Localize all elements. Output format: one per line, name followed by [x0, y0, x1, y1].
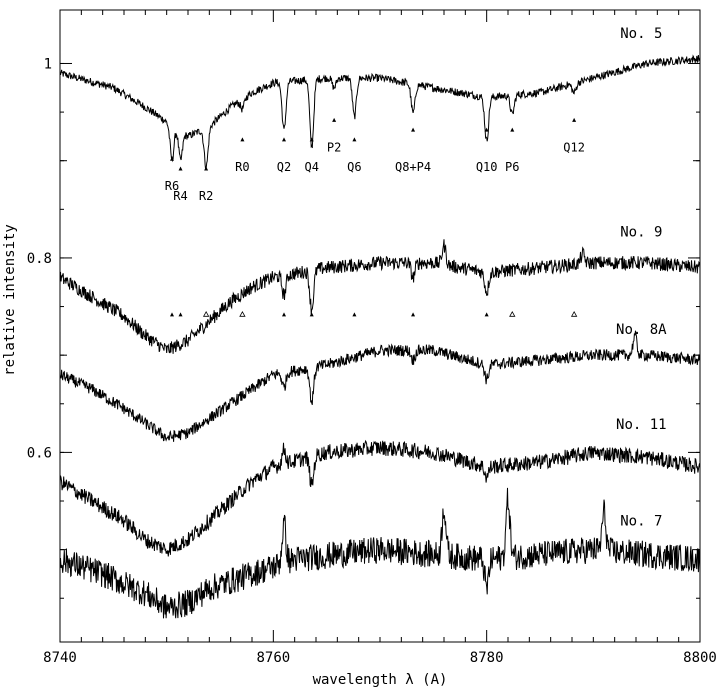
line-marker — [352, 137, 357, 142]
x-tick-label: 8800 — [683, 650, 717, 666]
line-marker — [309, 137, 314, 142]
line-marker-mid — [352, 312, 357, 317]
y-tick-label: 0.8 — [27, 251, 52, 267]
line-id-label: Q10 — [476, 160, 498, 174]
x-axis: 8740 8760 8780 8800 — [43, 10, 717, 666]
line-id-label: Q12 — [563, 140, 585, 154]
spectrum-line-2 — [59, 239, 701, 354]
star-labels: No. 5 No. 9 No. 8A No. 11 No. 7 — [616, 26, 667, 529]
line-id-label: R4 — [173, 189, 187, 203]
spectrum-line-5 — [59, 487, 701, 619]
line-marker-mid — [570, 311, 578, 317]
y-axis-label: relative intensity — [2, 224, 18, 376]
line-marker — [170, 156, 174, 161]
x-tick-label: 8780 — [470, 650, 504, 666]
spectrum-line-3 — [59, 330, 701, 442]
star-label: No. 9 — [620, 225, 662, 241]
line-marker — [240, 137, 245, 142]
line-marker-mid — [411, 312, 416, 317]
line-marker — [484, 127, 489, 132]
spectrum-line-1 — [59, 54, 701, 171]
line-marker-mid — [282, 312, 286, 317]
y-tick-label: 0.6 — [27, 445, 52, 461]
x-axis-label: wavelength λ (A) — [313, 672, 448, 688]
line-marker — [282, 137, 286, 142]
line-id-label: R6 — [165, 179, 179, 193]
line-id-label: Q8+P4 — [395, 160, 431, 174]
line-marker-mid — [484, 312, 489, 317]
line-id-label: R0 — [235, 160, 249, 174]
series-layer — [59, 54, 701, 619]
line-marker — [332, 117, 337, 122]
line-id-label: R2 — [199, 189, 213, 203]
x-tick-label: 8740 — [43, 650, 77, 666]
line-marker-mid — [202, 311, 210, 317]
line-marker — [178, 166, 183, 171]
line-id-label: P6 — [505, 160, 519, 174]
star-label: No. 7 — [620, 513, 662, 529]
line-marker — [204, 166, 209, 171]
line-marker — [572, 117, 577, 122]
star-label: No. 8A — [616, 322, 667, 338]
line-marker-mid — [178, 312, 183, 317]
line-id-label: Q2 — [277, 160, 291, 174]
line-marker-mid — [509, 311, 516, 317]
line-marker — [510, 127, 515, 132]
star-label: No. 11 — [616, 417, 667, 433]
line-id-label: P2 — [327, 140, 341, 154]
line-marker-mid — [170, 312, 174, 317]
y-axis: 0.6 0.8 1 — [27, 56, 700, 599]
spectrum-line-4 — [59, 439, 701, 557]
y-tick-label: 1 — [44, 56, 52, 72]
line-marker-mid — [309, 312, 314, 317]
line-marker — [411, 127, 416, 132]
line-id-label: Q6 — [347, 160, 361, 174]
line-id-label: Q4 — [305, 160, 319, 174]
line-marker-mid — [239, 311, 246, 317]
star-label: No. 5 — [620, 26, 662, 42]
x-tick-label: 8760 — [256, 650, 290, 666]
